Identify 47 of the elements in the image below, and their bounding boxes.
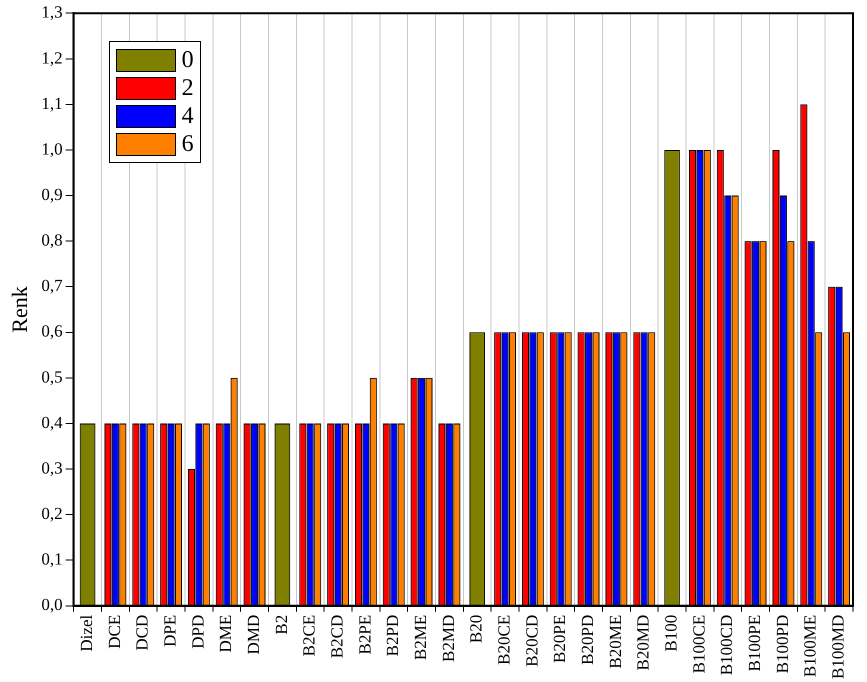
x-tick-label: B2PD	[383, 614, 402, 656]
y-tick-label: 0,9	[41, 185, 63, 204]
x-tick-label: DPE	[160, 614, 180, 647]
legend-label: 2	[182, 74, 194, 102]
x-tick-label: DME	[216, 614, 236, 653]
y-tick-label: 0,8	[41, 230, 63, 250]
y-tick-label: 0,2	[41, 504, 63, 524]
x-tick-label: B100CD	[717, 614, 736, 676]
x-tick-label: B20	[466, 614, 486, 644]
x-tick-label: B20CD	[522, 614, 542, 667]
x-tick-label: DCD	[132, 614, 152, 651]
y-tick-label: 1,3	[41, 2, 63, 22]
x-tick-label: B2ME	[411, 614, 430, 660]
x-tick-label: B2CE	[300, 614, 319, 656]
x-tick-label: B2CD	[328, 614, 347, 658]
y-tick-label: 0,1	[41, 550, 63, 569]
x-tick-label: B2MD	[438, 614, 458, 662]
x-tick-label: B20PD	[578, 614, 598, 665]
y-tick-label: 1,2	[41, 48, 63, 68]
x-tick-label: B100ME	[800, 614, 820, 678]
x-tick-label: B20ME	[606, 614, 625, 669]
x-tick-label: DMD	[244, 614, 264, 654]
x-tick-label: DCE	[104, 614, 124, 649]
legend-label: 4	[182, 102, 194, 130]
x-tick-label: B2PE	[355, 614, 374, 654]
x-tick-label: B100PD	[772, 614, 792, 674]
y-tick-label: 0,4	[41, 412, 64, 432]
y-tick-label: 0,6	[41, 322, 63, 341]
legend-label: 6	[182, 130, 194, 158]
x-tick-label: B20MD	[634, 614, 653, 671]
x-tick-label: Dizel	[77, 614, 96, 652]
x-tick-label: B2	[272, 614, 291, 635]
y-tick-label: 1,0	[41, 139, 63, 158]
x-tick-label: B100CE	[689, 614, 708, 674]
legend-label: 0	[182, 46, 194, 74]
x-tick-label: DPD	[188, 614, 208, 649]
y-tick-label: 0,5	[41, 367, 63, 386]
x-tick-label: B100MD	[828, 614, 848, 680]
y-axis-title: Renk	[6, 286, 32, 333]
y-tick-label: 0,7	[41, 276, 64, 296]
y-tick-label: 0,0	[41, 595, 63, 614]
y-tick-label: 1,1	[41, 94, 63, 113]
x-tick-label: B20CE	[494, 614, 514, 665]
x-tick-label: B100PE	[745, 614, 764, 672]
x-tick-label: B100	[662, 614, 681, 652]
x-tick-label: B20PE	[550, 614, 570, 663]
y-tick-label: 0,3	[41, 458, 63, 478]
